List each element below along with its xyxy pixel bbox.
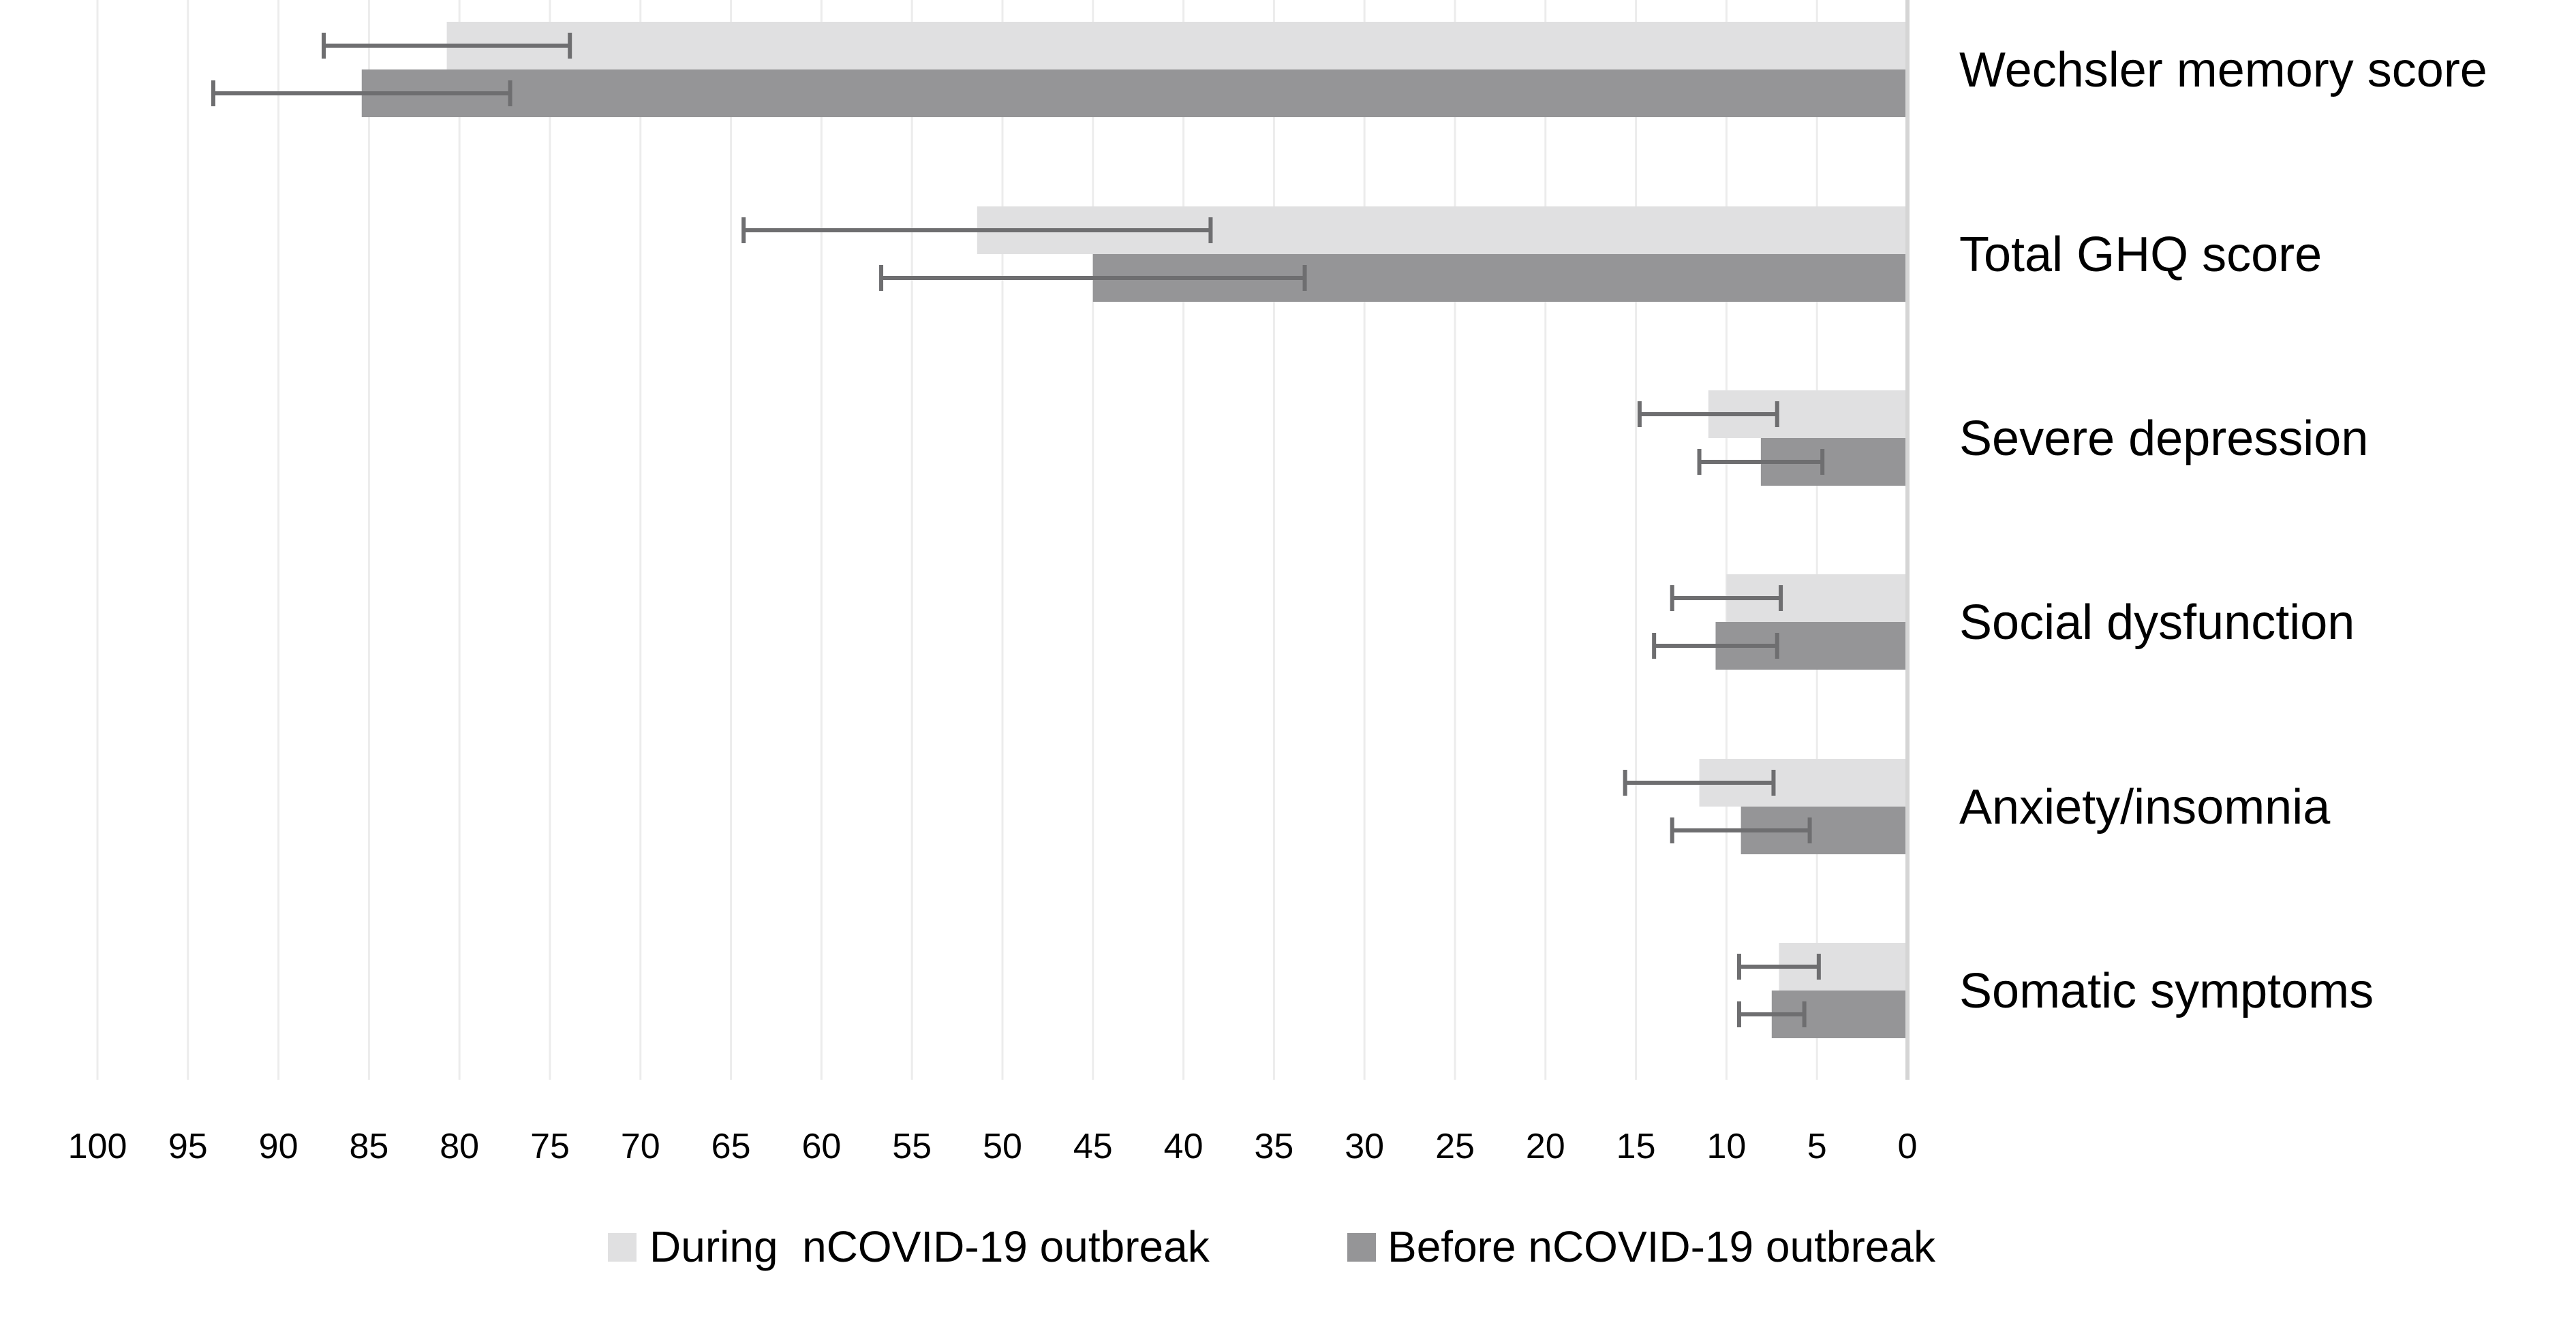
category-label: Severe depression — [1959, 411, 2368, 466]
x-tick-label: 60 — [801, 1127, 841, 1166]
x-tick-label: 45 — [1073, 1127, 1113, 1166]
x-tick-label: 50 — [983, 1127, 1022, 1166]
bars — [361, 22, 1908, 1038]
x-tick-label: 70 — [621, 1127, 660, 1166]
x-tick-label: 25 — [1435, 1127, 1475, 1166]
category-label: Total GHQ score — [1959, 228, 2322, 282]
x-tick-label: 30 — [1345, 1127, 1384, 1166]
x-tick-label: 90 — [259, 1127, 298, 1166]
legend-label-before: Before nCOVID-19 outbreak — [1387, 1222, 1936, 1271]
x-tick-label: 0 — [1898, 1127, 1918, 1166]
gridlines — [96, 0, 1818, 1080]
x-tick-label: 5 — [1807, 1127, 1827, 1166]
legend-swatch-during — [608, 1233, 637, 1262]
legend-swatch-before — [1347, 1233, 1376, 1262]
error-bar-before-0 — [211, 80, 512, 106]
error-bar-during-1 — [741, 217, 1213, 243]
x-tick-label: 85 — [349, 1127, 388, 1166]
x-tick-label: 20 — [1526, 1127, 1565, 1166]
x-tick-label: 80 — [440, 1127, 479, 1166]
category-label: Anxiety/insomnia — [1959, 780, 2331, 835]
legend: During nCOVID-19 outbreak Before nCOVID-… — [608, 1222, 1936, 1271]
error-bar-before-4 — [1670, 817, 1812, 843]
error-bar-during-4 — [1623, 770, 1776, 796]
bar-before-0 — [361, 69, 1908, 117]
x-tick-label: 35 — [1254, 1127, 1293, 1166]
x-tick-label: 40 — [1164, 1127, 1203, 1166]
category-labels: Wechsler memory score Total GHQ score Seve… — [1959, 43, 2487, 1018]
x-tick-label: 100 — [68, 1127, 127, 1166]
bar-during-0 — [446, 22, 1908, 69]
category-label: Somatic symptoms — [1959, 964, 2374, 1018]
error-bar-before-5 — [1736, 1001, 1807, 1027]
category-label: Wechsler memory score — [1959, 43, 2487, 97]
x-tick-label: 55 — [892, 1127, 932, 1166]
error-bar-during-3 — [1670, 585, 1783, 611]
x-tick-label: 75 — [530, 1127, 570, 1166]
legend-label-during: During nCOVID-19 outbreak — [649, 1222, 1210, 1271]
x-tick-label: 10 — [1706, 1127, 1746, 1166]
error-bar-before-1 — [879, 265, 1307, 291]
category-label: Social dysfunction — [1959, 595, 2355, 650]
error-bar-during-0 — [322, 33, 572, 59]
x-tick-labels: 100 95 90 85 80 75 70 65 60 55 50 45 40 35 30 25 20 15 10 5… — [68, 1127, 1918, 1166]
error-bars — [211, 33, 1825, 1027]
error-bar-during-5 — [1736, 954, 1821, 980]
x-tick-label: 95 — [168, 1127, 208, 1166]
x-tick-label: 15 — [1616, 1127, 1656, 1166]
error-bar-during-2 — [1637, 401, 1779, 427]
error-bar-before-2 — [1697, 449, 1825, 475]
x-tick-label: 65 — [711, 1127, 751, 1166]
error-bar-before-3 — [1652, 633, 1779, 659]
